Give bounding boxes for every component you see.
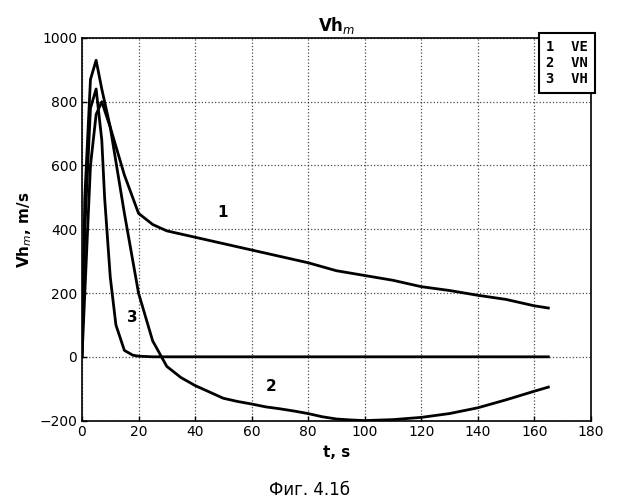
Title: Vh$_m$: Vh$_m$ — [318, 15, 355, 36]
Text: 1  VE
2  VN
3  VH: 1 VE 2 VN 3 VH — [547, 40, 588, 86]
Y-axis label: Vh$_m$, m/s: Vh$_m$, m/s — [15, 191, 33, 268]
X-axis label: t, s: t, s — [322, 445, 350, 460]
Text: 1: 1 — [218, 204, 228, 220]
Text: 2: 2 — [266, 379, 277, 394]
Text: 3: 3 — [128, 310, 138, 324]
Text: Фиг. 4.1б: Фиг. 4.1б — [269, 481, 350, 499]
